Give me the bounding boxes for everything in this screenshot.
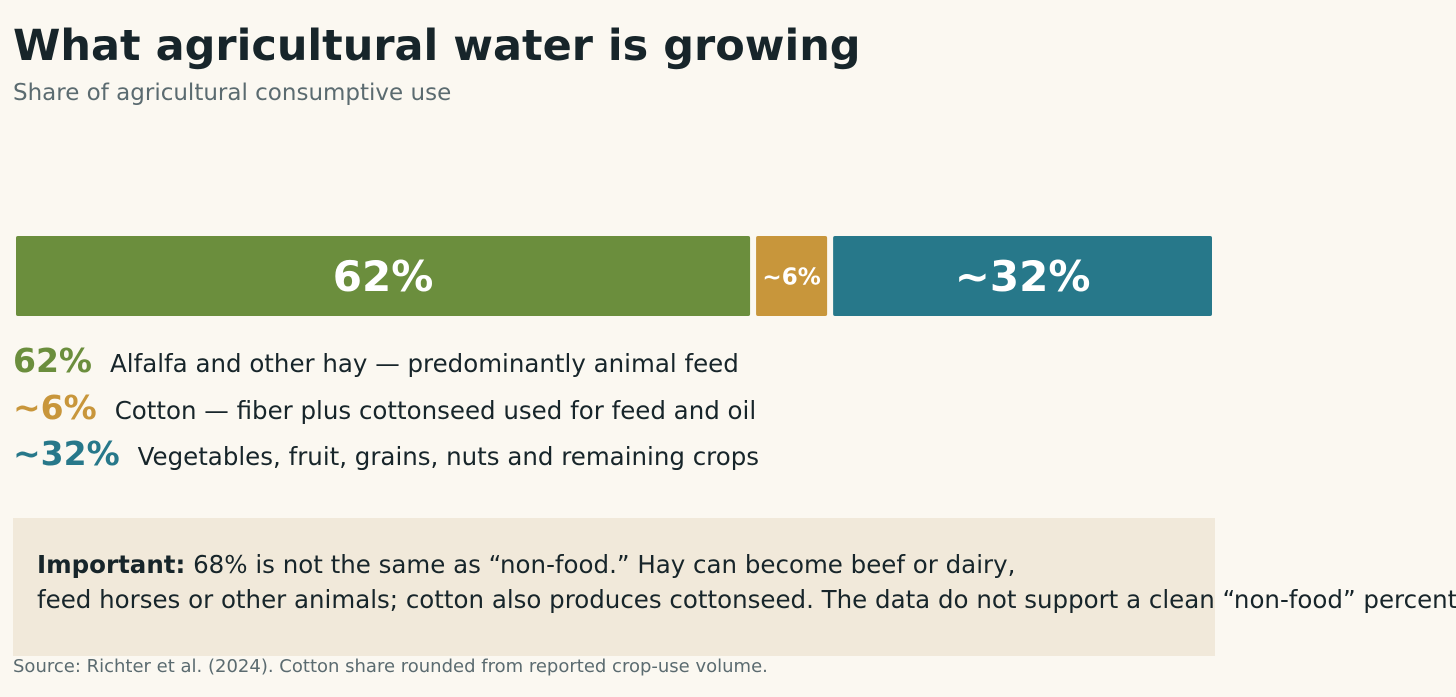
bar-segment: [16, 236, 751, 316]
bar-data-label: ~6%: [762, 264, 820, 290]
note-box: Important: 68% is not the same as “non-f…: [13, 518, 1456, 656]
bar-segment: [756, 236, 828, 316]
note-text: Important: 68% is not the same as “non-f…: [37, 547, 1456, 617]
note-line-2: feed horses or other animals; cotton als…: [37, 585, 1456, 614]
legend-label: Vegetables, fruit, grains, nuts and rema…: [137, 442, 760, 471]
note-line-1: 68% is not the same as “non-food.” Hay c…: [193, 550, 1016, 579]
note-important-label: Important:: [37, 550, 186, 579]
legend-item: ~6% Cotton — fiber plus cottonseed used f…: [13, 387, 759, 436]
legend-label: Alfalfa and other hay — predominantly an…: [110, 349, 739, 378]
legend-value: ~32%: [13, 434, 120, 473]
chart-title: What agricultural water is growing: [13, 21, 861, 71]
bar-data-label: 62%: [333, 252, 434, 301]
legend-item: 62% Alfalfa and other hay — predominantly…: [13, 342, 759, 389]
bar-data-label: ~32%: [955, 252, 1091, 301]
legend-value: 62%: [13, 341, 92, 380]
legend-item: ~32% Vegetables, fruit, grains, nuts and …: [13, 435, 759, 482]
legend-label: Cotton — fiber plus cottonseed used for …: [114, 395, 757, 425]
legend-value: ~6%: [13, 387, 97, 427]
bar-segment: [833, 236, 1212, 316]
source-note: Source: Richter et al. (2024). Cotton sh…: [13, 656, 768, 677]
chart-subtitle: Share of agricultural consumptive use: [13, 80, 452, 106]
legend: 62% Alfalfa and other hay — predominantly…: [13, 342, 759, 482]
